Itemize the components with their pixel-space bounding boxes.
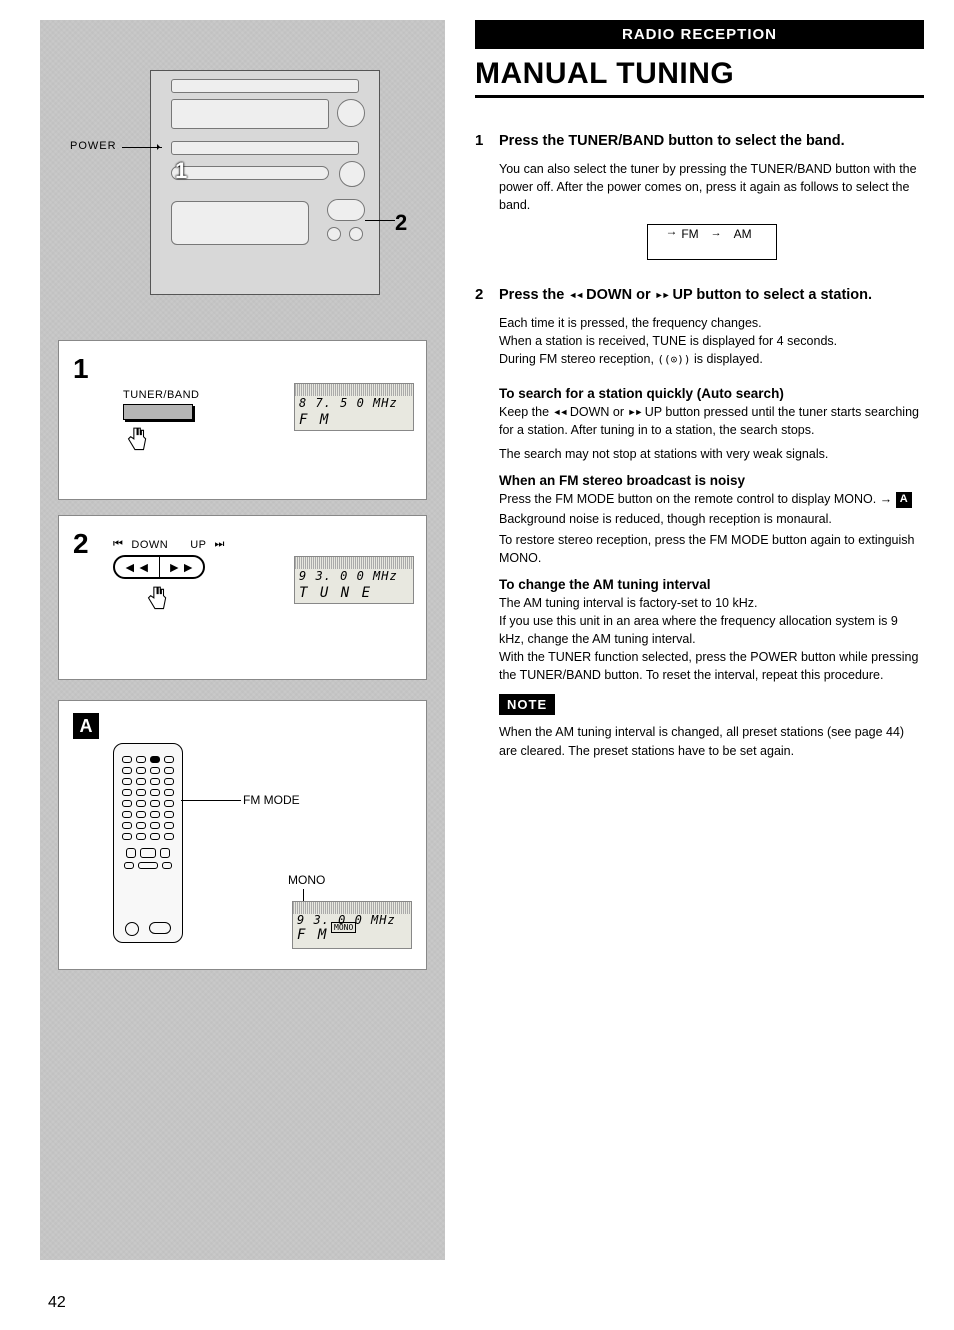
down-up-label: DOWN UP bbox=[113, 538, 412, 551]
step-2-body1: Each time it is pressed, the frequency c… bbox=[499, 314, 924, 332]
rocker-left-icon: ◄◄ bbox=[115, 557, 160, 577]
skip-next-icon bbox=[215, 538, 225, 551]
aminterval-body1: The AM tuning interval is factory-set to… bbox=[499, 594, 924, 612]
ref-a-icon: A bbox=[896, 492, 912, 508]
fmnoisy-body2: Background noise is reduced, though rece… bbox=[499, 510, 924, 528]
step-panel-a: A bbox=[58, 700, 427, 970]
step-panel-1: 1 TUNER/BAND 8 7. 5 0 MHz F M bbox=[58, 340, 427, 500]
aminterval-title: To change the AM tuning interval bbox=[499, 577, 924, 592]
rocker-button-ill: ◄◄ ►► bbox=[113, 555, 205, 579]
page-number: 42 bbox=[48, 1294, 66, 1312]
lcd-display-a: 9 3. 0 0 MHz F M MONO bbox=[292, 901, 412, 949]
fmnoisy-body3: To restore stereo reception, press the F… bbox=[499, 531, 924, 567]
rewind-icon bbox=[568, 287, 582, 303]
step-2-body2: When a station is received, TUNE is disp… bbox=[499, 332, 924, 350]
step-2-title: Press the DOWN or UP button to select a … bbox=[499, 286, 924, 306]
autosearch-body1: Keep the DOWN or UP button pressed until… bbox=[499, 403, 924, 439]
fmnoisy-body1: Press the FM MODE button on the remote c… bbox=[499, 490, 924, 508]
step-number: 2 bbox=[475, 286, 489, 378]
step-2: 2 Press the DOWN or UP button to select … bbox=[475, 286, 924, 378]
lcd-display-1: 8 7. 5 0 MHz F M bbox=[294, 383, 414, 431]
fm-mode-leader bbox=[181, 800, 241, 801]
power-label: POWER bbox=[70, 140, 117, 152]
illustration-column: POWER 1 2 1 TUNER/BAND 8 7. 5 0 MHz F M … bbox=[40, 20, 445, 1260]
power-leader-line bbox=[122, 147, 162, 148]
forward-icon bbox=[627, 405, 641, 419]
aminterval-body2: If you use this unit in an area where th… bbox=[499, 612, 924, 648]
callout-2: 2 bbox=[395, 210, 407, 236]
section-header: RADIO RECEPTION bbox=[475, 20, 924, 49]
instruction-column: RADIO RECEPTION MANUAL TUNING 1 Press th… bbox=[475, 20, 924, 1260]
am-interval-section: To change the AM tuning interval The AM … bbox=[499, 577, 924, 685]
step-1-title: Press the TUNER/BAND button to select th… bbox=[499, 132, 924, 152]
band-cycle-diagram: → FM → AM bbox=[647, 224, 777, 260]
panel-number: 1 bbox=[73, 353, 412, 385]
autosearch-title: To search for a station quickly (Auto se… bbox=[499, 386, 924, 401]
step-panel-2: 2 DOWN UP ◄◄ ►► 9 3. 0 0 bbox=[58, 515, 427, 680]
panel-letter: A bbox=[73, 713, 99, 739]
forward-icon bbox=[655, 287, 669, 303]
aminterval-body3: With the TUNER function selected, press … bbox=[499, 648, 924, 684]
step-1-body: You can also select the tuner by pressin… bbox=[499, 160, 924, 214]
note-tag: NOTE bbox=[499, 694, 555, 715]
stereo-icon bbox=[657, 352, 690, 366]
page-title: MANUAL TUNING bbox=[475, 57, 924, 98]
callout-1: 1 bbox=[175, 158, 187, 184]
hand-icon bbox=[143, 585, 169, 615]
rewind-icon bbox=[553, 405, 567, 419]
mono-label: MONO bbox=[288, 873, 325, 887]
step-1: 1 Press the TUNER/BAND button to select … bbox=[475, 132, 924, 278]
remote-illustration bbox=[113, 743, 183, 943]
auto-search-section: To search for a station quickly (Auto se… bbox=[499, 386, 924, 463]
fm-mode-btn-ill bbox=[150, 756, 160, 763]
rocker-right-icon: ►► bbox=[160, 557, 204, 577]
lcd-display-2: 9 3. 0 0 MHz T U N E bbox=[294, 556, 414, 604]
mono-indicator: MONO bbox=[331, 922, 356, 933]
note-section: NOTE When the AM tuning interval is chan… bbox=[499, 694, 924, 759]
step-2-body3: During FM stereo reception, is displayed… bbox=[499, 350, 924, 368]
skip-prev-icon bbox=[113, 538, 123, 551]
step-number: 1 bbox=[475, 132, 489, 278]
autosearch-body2: The search may not stop at stations with… bbox=[499, 445, 924, 463]
tuner-band-button-ill bbox=[123, 404, 193, 420]
callout-2-line bbox=[365, 220, 395, 221]
fmnoisy-title: When an FM stereo broadcast is noisy bbox=[499, 473, 924, 488]
note-body: When the AM tuning interval is changed, … bbox=[499, 723, 924, 759]
fm-noisy-section: When an FM stereo broadcast is noisy Pre… bbox=[499, 473, 924, 567]
fm-mode-label: FM MODE bbox=[243, 793, 300, 807]
hand-icon bbox=[123, 426, 149, 456]
